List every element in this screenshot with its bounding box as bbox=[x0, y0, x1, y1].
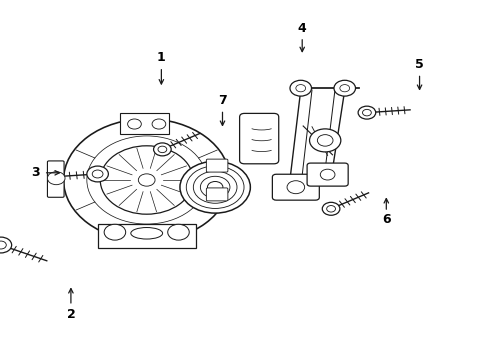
Circle shape bbox=[153, 143, 171, 156]
Text: 6: 6 bbox=[381, 213, 390, 226]
Circle shape bbox=[100, 146, 193, 214]
FancyBboxPatch shape bbox=[306, 163, 347, 186]
Circle shape bbox=[87, 166, 108, 182]
FancyBboxPatch shape bbox=[239, 113, 278, 164]
Text: 5: 5 bbox=[414, 58, 423, 71]
Circle shape bbox=[0, 237, 12, 253]
Circle shape bbox=[289, 80, 311, 96]
Circle shape bbox=[180, 161, 250, 213]
Text: 7: 7 bbox=[218, 94, 226, 107]
Text: 2: 2 bbox=[66, 309, 75, 321]
FancyBboxPatch shape bbox=[120, 112, 168, 134]
Circle shape bbox=[322, 202, 339, 215]
Circle shape bbox=[63, 119, 229, 241]
Circle shape bbox=[207, 181, 223, 193]
Text: 1: 1 bbox=[157, 51, 165, 64]
Circle shape bbox=[104, 224, 125, 240]
Circle shape bbox=[333, 80, 355, 96]
FancyBboxPatch shape bbox=[47, 161, 64, 197]
FancyBboxPatch shape bbox=[206, 188, 227, 201]
Text: 3: 3 bbox=[31, 166, 40, 179]
Circle shape bbox=[357, 106, 375, 119]
FancyBboxPatch shape bbox=[272, 174, 319, 200]
Circle shape bbox=[167, 224, 189, 240]
Circle shape bbox=[309, 129, 340, 152]
FancyBboxPatch shape bbox=[206, 159, 227, 172]
FancyBboxPatch shape bbox=[98, 224, 195, 248]
Text: 4: 4 bbox=[297, 22, 306, 35]
Ellipse shape bbox=[131, 228, 162, 239]
Circle shape bbox=[47, 172, 65, 185]
